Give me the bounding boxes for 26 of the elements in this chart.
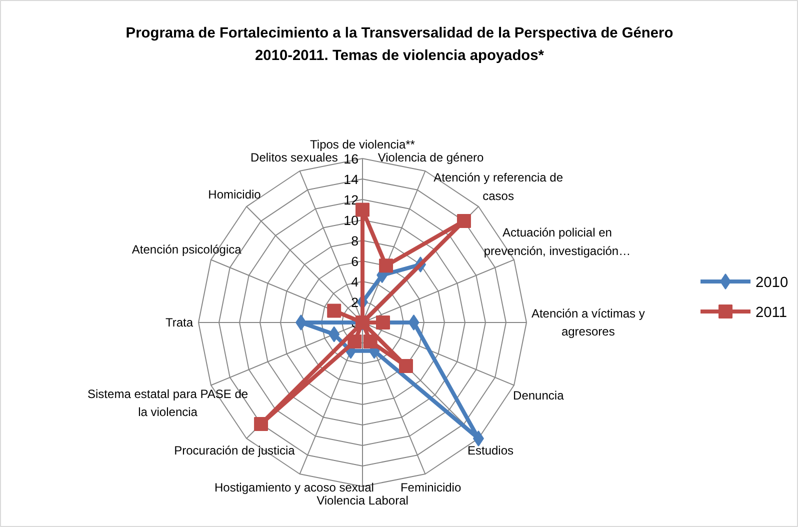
spoke-label: Atención psicológica xyxy=(132,242,242,257)
spoke-label: Procuración de justicia xyxy=(174,444,296,458)
spoke-label: Estudios xyxy=(467,444,514,458)
spoke-label: Tipos de violencia** xyxy=(310,138,416,152)
legend-label: 2010 xyxy=(756,275,788,291)
spoke-label: Homicidio xyxy=(208,187,262,202)
y-tick-label: 6 xyxy=(351,254,359,269)
spoke-label: Atención y referencia de casos xyxy=(434,170,564,203)
spoke-label: Actuación policial en prevención, investigación… xyxy=(484,226,631,258)
y-tick-label: 8 xyxy=(351,234,359,248)
spoke-label: Sistema estatal para PASE de la violencia xyxy=(88,387,248,420)
y-tick-label: 10 xyxy=(344,213,359,228)
legend-label: 2011 xyxy=(756,305,788,321)
y-tick-label: 16 xyxy=(344,152,359,166)
y-tick-label: 4 xyxy=(351,274,360,290)
spoke-label: Violencia de género xyxy=(378,150,484,165)
spoke-label: Trata xyxy=(165,316,194,330)
spoke-label: Violencia Laboral xyxy=(316,493,408,508)
spoke-label: Feminicidio xyxy=(400,480,462,494)
y-tick-label: 14 xyxy=(344,172,360,187)
spoke-label: Delitos sexuales xyxy=(250,150,338,165)
spoke-label: Hostigamiento y acoso sexual xyxy=(214,480,374,494)
y-tick-label: 2 xyxy=(351,295,359,310)
chart-title: Programa de Fortalecimiento a la Transversalidad de la Perspectiva de Género 2010-2011. Temas de violencia apoyados* xyxy=(126,26,674,64)
spoke-label: Atención a víctimas y agresores xyxy=(531,306,645,339)
spoke-label: Denuncia xyxy=(513,388,564,402)
